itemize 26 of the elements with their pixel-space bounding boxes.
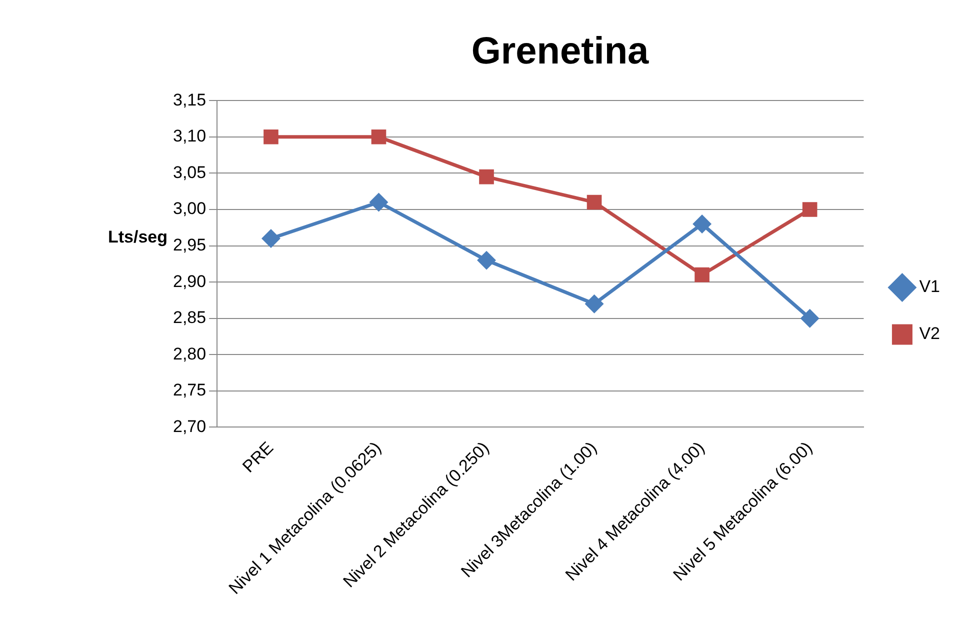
chart-title: Grenetina (471, 30, 650, 72)
point (371, 129, 386, 144)
point (264, 129, 278, 144)
y-tick-label: 3,00 (172, 199, 206, 218)
y-tick-label: 3,10 (172, 126, 206, 146)
legend-label: V1 (919, 277, 940, 296)
y-tick-label: 3,05 (172, 162, 206, 182)
point (586, 194, 602, 210)
point (801, 310, 819, 328)
point (586, 295, 604, 313)
point (694, 267, 710, 282)
point (693, 215, 711, 233)
legend-label: V2 (919, 324, 940, 344)
point (370, 193, 388, 211)
point (262, 230, 280, 248)
point (479, 169, 494, 184)
y-tick-label: 3,15 (172, 90, 206, 110)
y-tick-label: 2,75 (172, 380, 206, 400)
y-tick-label: 2,80 (172, 344, 206, 364)
y-tick-label: 2,95 (172, 235, 206, 254)
point (802, 202, 818, 217)
y-axis-title: Lts/seg (108, 227, 168, 246)
y-tick-label: 2,85 (172, 308, 206, 328)
point (478, 252, 496, 270)
y-tick-label: 2,70 (172, 416, 206, 436)
y-tick-label: 2,90 (172, 272, 206, 291)
